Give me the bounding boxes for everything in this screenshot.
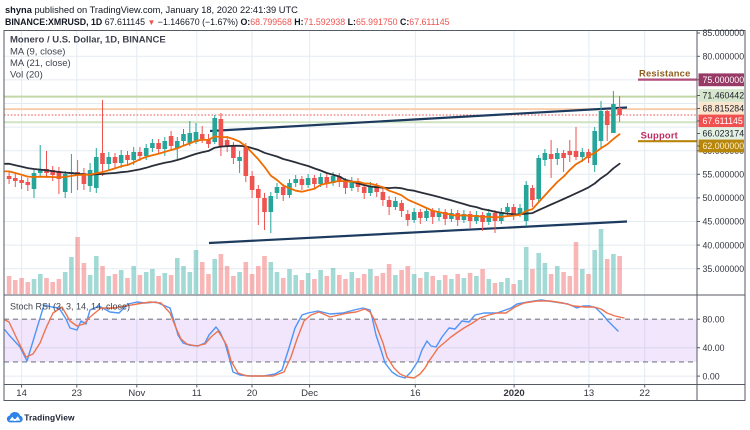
svg-text:BINANCE:XMRUSD, 1D 67.611145 ▼: BINANCE:XMRUSD, 1D 67.611145 ▼ −1.146670… (5, 17, 450, 27)
svg-text:0.00: 0.00 (703, 371, 720, 381)
svg-text:55.000000: 55.000000 (703, 170, 745, 180)
svg-text:16: 16 (410, 388, 421, 399)
svg-text:62.000000: 62.000000 (703, 141, 745, 151)
svg-text:2020: 2020 (504, 388, 525, 399)
svg-text:Resistance: Resistance (639, 67, 691, 78)
svg-text:MA (9, close): MA (9, close) (10, 47, 65, 58)
svg-text:Dec: Dec (301, 388, 318, 399)
svg-text:Support: Support (641, 130, 678, 141)
svg-text:66.023174: 66.023174 (703, 129, 745, 139)
svg-text:50.000000: 50.000000 (703, 193, 745, 203)
svg-text:11: 11 (192, 388, 202, 399)
svg-text:80.000000: 80.000000 (703, 52, 745, 62)
svg-text:67.611145: 67.611145 (703, 116, 743, 126)
svg-text:45.000000: 45.000000 (703, 217, 745, 227)
svg-text:71.460442: 71.460442 (703, 91, 745, 101)
svg-text:Monero / U.S. Dollar, 1D, BINA: Monero / U.S. Dollar, 1D, BINANCE (10, 35, 166, 46)
svg-text:MA (21, close): MA (21, close) (10, 58, 71, 69)
svg-text:23: 23 (72, 388, 83, 399)
svg-text:68.815284: 68.815284 (703, 104, 745, 114)
svg-text:shyna published on TradingView: shyna published on TradingView.com, Janu… (5, 5, 298, 15)
svg-text:Vol (20): Vol (20) (10, 70, 43, 81)
svg-text:14: 14 (16, 388, 27, 399)
svg-text:40.000000: 40.000000 (703, 240, 745, 250)
svg-text:13: 13 (584, 388, 595, 399)
svg-text:Nov: Nov (128, 388, 145, 399)
svg-text:75.000000: 75.000000 (703, 75, 745, 85)
svg-text:Stoch RSI (3, 3, 14, 14, close: Stoch RSI (3, 3, 14, 14, close) (10, 302, 130, 312)
svg-text:85.000000: 85.000000 (703, 28, 745, 38)
svg-text:20: 20 (247, 388, 258, 399)
svg-text:22: 22 (639, 388, 650, 399)
svg-text:TradingView: TradingView (24, 413, 75, 423)
svg-text:40.00: 40.00 (703, 343, 725, 353)
svg-text:80.00: 80.00 (703, 314, 725, 324)
svg-text:35.000000: 35.000000 (703, 264, 745, 274)
